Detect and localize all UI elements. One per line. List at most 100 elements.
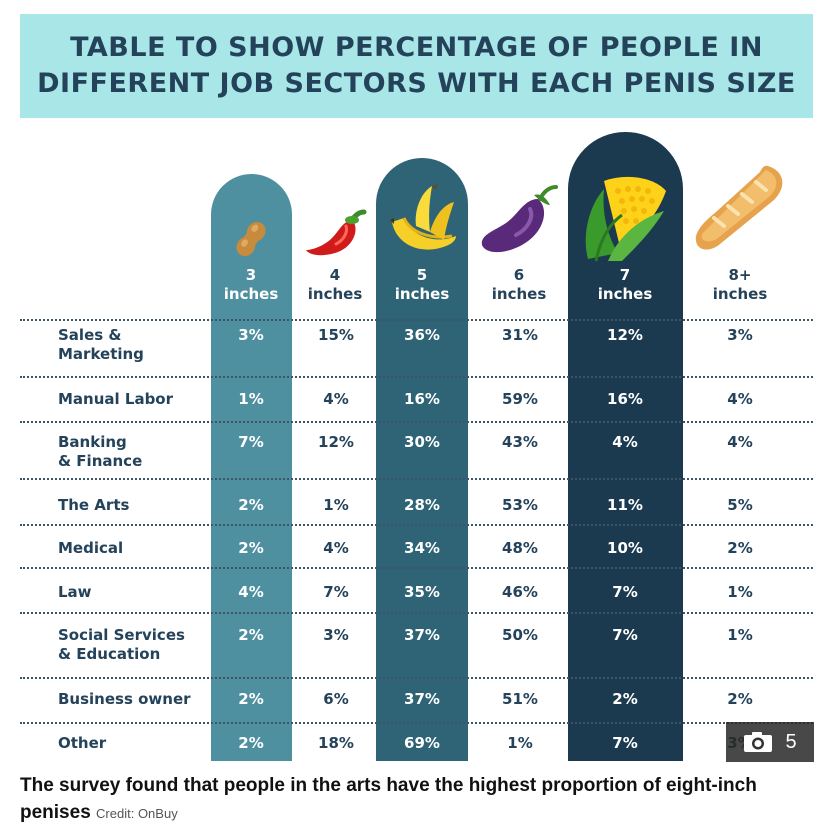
table-cell: 4%: [323, 390, 349, 408]
row-label-line: Manual Labor: [58, 390, 174, 408]
column-header-unit: inches: [597, 285, 653, 303]
table-cell: 4%: [727, 390, 753, 408]
row-label: Social Services & Education: [58, 626, 185, 664]
table-cell: 4%: [612, 433, 638, 451]
chili-pepper-icon: [306, 209, 367, 256]
row-divider: [20, 421, 813, 423]
row-label-line: Social Services: [58, 626, 185, 644]
gallery-count-badge[interactable]: 5: [726, 722, 814, 762]
table-cell: 3%: [323, 626, 349, 644]
table-cell: 1%: [727, 583, 753, 601]
table-cell: 7%: [612, 626, 638, 644]
column-highlight-5-inches: [376, 158, 468, 761]
table-cell: 7%: [612, 583, 638, 601]
row-label-line: Marketing: [58, 345, 144, 363]
table-cell: 2%: [612, 690, 638, 708]
table-cell: 2%: [238, 690, 264, 708]
chart-title-line-2: DIFFERENT JOB SECTORS WITH EACH PENIS SI…: [37, 68, 796, 99]
row-divider: [20, 376, 813, 378]
table-cell: 30%: [404, 433, 440, 451]
row-divider: [20, 524, 813, 526]
row-label-line: Banking: [58, 433, 127, 451]
corn-icon: [585, 176, 666, 262]
row-label-line: Medical: [58, 539, 124, 557]
column-header-7-inches: 7 inches: [575, 266, 675, 304]
caption-credit: Credit: OnBuy: [96, 806, 178, 821]
row-divider: [20, 319, 813, 321]
column-header-number: 8+: [728, 266, 752, 284]
row-divider: [20, 612, 813, 614]
row-divider: [20, 567, 813, 569]
table-cell: 2%: [727, 539, 753, 557]
column-header-number: 5: [416, 266, 428, 284]
table-cell: 4%: [727, 433, 753, 451]
caption-text: The survey found that people in the arts…: [20, 775, 757, 823]
row-divider: [20, 478, 813, 480]
table-cell: 7%: [238, 433, 264, 451]
row-label-line: The Arts: [58, 496, 130, 514]
table-cell: 15%: [318, 326, 354, 344]
table-cell: 5%: [727, 496, 753, 514]
table-cell: 3%: [238, 326, 264, 344]
gallery-count: 5: [785, 730, 797, 753]
table-cell: 36%: [404, 326, 440, 344]
table-cell: 2%: [238, 626, 264, 644]
table-cell: 1%: [727, 626, 753, 644]
column-header-3-inches: 3 inches: [201, 266, 301, 304]
table-cell: 2%: [238, 496, 264, 514]
image-caption: The survey found that people in the arts…: [20, 772, 810, 827]
table-cell: 31%: [502, 326, 538, 344]
column-header-number: 6: [513, 266, 525, 284]
column-header-number: 3: [245, 266, 257, 284]
row-label: Law: [58, 583, 92, 602]
table-cell: 2%: [727, 690, 753, 708]
row-label: Manual Labor: [58, 390, 173, 409]
table-cell: 2%: [238, 734, 264, 752]
table-cell: 34%: [404, 539, 440, 557]
column-header-5-inches: 5 inches: [372, 266, 472, 304]
row-label: Business owner: [58, 690, 191, 709]
table-cell: 59%: [502, 390, 538, 408]
column-header-6-inches: 6 inches: [469, 266, 569, 304]
table-cell: 43%: [502, 433, 538, 451]
column-header-unit: inches: [307, 285, 363, 303]
row-label: Medical: [58, 539, 123, 558]
row-label: Banking & Finance: [58, 433, 142, 471]
table-cell: 37%: [404, 690, 440, 708]
table-cell: 50%: [502, 626, 538, 644]
table-cell: 7%: [612, 734, 638, 752]
column-header-8-plus-inches: 8+ inches: [690, 266, 790, 304]
table-cell: 46%: [502, 583, 538, 601]
table-cell: 48%: [502, 539, 538, 557]
column-header-unit: inches: [223, 285, 279, 303]
table-cell: 1%: [323, 496, 349, 514]
column-header-unit: inches: [491, 285, 547, 303]
table-cell: 35%: [404, 583, 440, 601]
row-label-line: Other: [58, 734, 107, 752]
banana-icon: [390, 184, 456, 250]
table-cell: 16%: [607, 390, 643, 408]
row-label-line: Business owner: [58, 690, 191, 708]
row-divider: [20, 722, 813, 724]
table-cell: 53%: [502, 496, 538, 514]
row-label-line: & Education: [58, 645, 161, 663]
column-header-unit: inches: [394, 285, 450, 303]
column-highlight-3-inches: [211, 174, 292, 761]
table-cell: 18%: [318, 734, 354, 752]
table-cell: 7%: [323, 583, 349, 601]
row-label: The Arts: [58, 496, 129, 515]
eggplant-icon: [481, 185, 558, 253]
table-cell: 4%: [238, 583, 264, 601]
table-cell: 12%: [607, 326, 643, 344]
column-header-4-inches: 4 inches: [285, 266, 385, 304]
table-cell: 51%: [502, 690, 538, 708]
column-header-number: 4: [329, 266, 341, 284]
table-cell: 11%: [607, 496, 643, 514]
baguette-icon: [695, 165, 783, 250]
column-header-number: 7: [619, 266, 631, 284]
chart-title-line-1: TABLE TO SHOW PERCENTAGE OF PEOPLE IN: [70, 32, 763, 63]
table-cell: 16%: [404, 390, 440, 408]
table-cell: 10%: [607, 539, 643, 557]
row-label: Other: [58, 734, 106, 753]
table-cell: 12%: [318, 433, 354, 451]
